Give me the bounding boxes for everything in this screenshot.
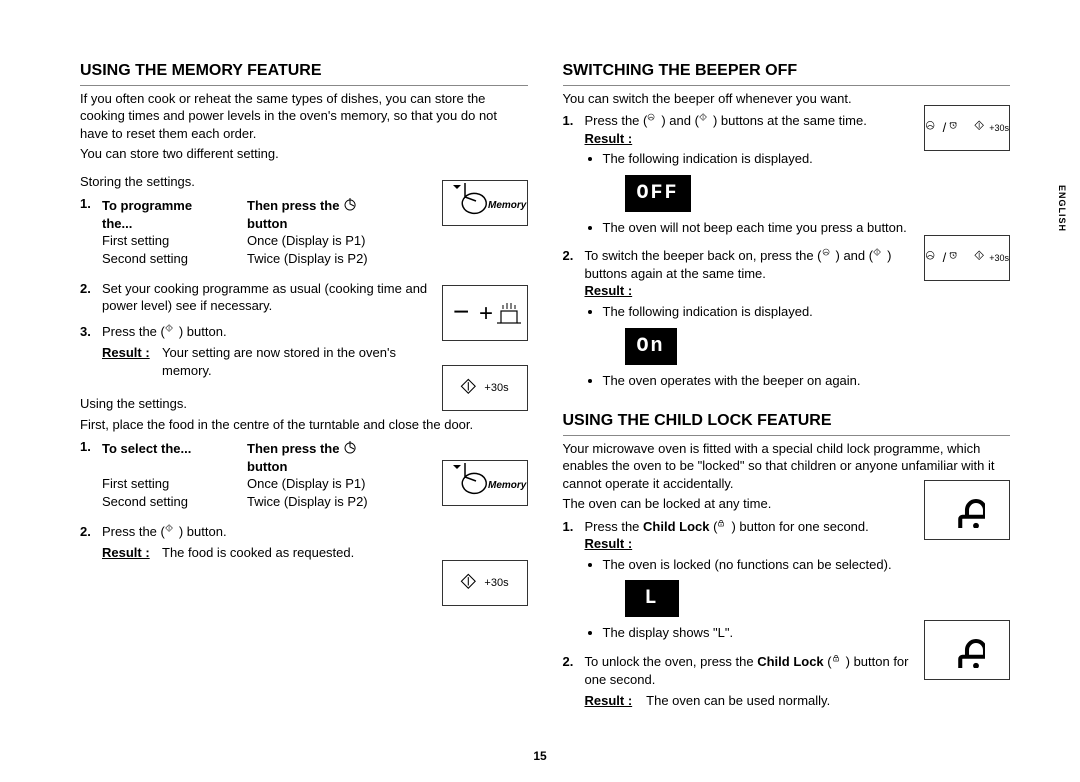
dial-box (442, 285, 528, 341)
lock-icon (949, 632, 985, 668)
start-icon (974, 250, 990, 266)
start-icon (460, 378, 480, 398)
display-l: L (625, 580, 679, 617)
plus30-label: +30s (989, 122, 1009, 134)
table-header: To programme (102, 198, 192, 213)
memory-icon (443, 181, 527, 225)
start-button-box: +30s (442, 365, 528, 411)
table-cell: First setting (102, 232, 247, 250)
table-cell: Second setting (102, 493, 247, 511)
memory-small-icon (343, 441, 357, 455)
using-intro: First, place the food in the centre of t… (80, 416, 528, 434)
start-button-box-2: +30s (442, 560, 528, 606)
bullet-item: The following indication is displayed. (603, 303, 916, 321)
plus30-label: +30s (484, 576, 508, 591)
table-header: button (247, 459, 287, 474)
stop-icon (647, 113, 661, 127)
result-text: The food is cooked as requested. (162, 544, 528, 562)
table-header: To select the... (102, 441, 191, 456)
memory-button-box-2 (442, 460, 528, 506)
two-column-layout: USING THE MEMORY FEATURE If you often co… (80, 60, 1010, 718)
table-cell: Once (Display is P1) (247, 232, 392, 250)
table-cell: Twice (Display is P2) (247, 250, 392, 268)
lock-icon (949, 492, 985, 528)
bullet-item: The oven is locked (no functions can be … (603, 556, 916, 574)
result-label: Result : (585, 536, 633, 551)
bullet-item: The oven will not beep each time you pre… (603, 219, 916, 237)
bullet-item: The oven operates with the beeper on aga… (603, 372, 916, 390)
plus30-label: +30s (989, 252, 1009, 264)
start-icon (165, 324, 179, 338)
table-cell: Once (Display is P1) (247, 475, 392, 493)
bullet-item: The following indication is displayed. (603, 150, 916, 168)
heading-childlock: USING THE CHILD LOCK FEATURE (563, 410, 1011, 436)
memory-button-box (442, 180, 528, 226)
table-header: the... (102, 216, 132, 231)
result-label: Result : (585, 131, 633, 146)
result-label: Result : (102, 544, 162, 562)
table-header: button (247, 216, 287, 231)
table-cell: Second setting (102, 250, 247, 268)
step-number: 1. (563, 518, 585, 645)
result-label: Result : (585, 283, 633, 298)
start-icon (165, 524, 179, 538)
start-icon (460, 573, 480, 593)
step-number: 1. (80, 195, 102, 271)
display-on: On (625, 328, 677, 365)
step-number: 3. (80, 323, 102, 380)
memory-small-icon (343, 198, 357, 212)
step-number: 1. (80, 438, 102, 514)
display-off: OFF (625, 175, 691, 212)
heading-memory: USING THE MEMORY FEATURE (80, 60, 528, 86)
clock-icon (948, 120, 964, 136)
intro-text: If you often cook or reheat the same typ… (80, 90, 528, 143)
table-header: Then press the (247, 441, 339, 456)
result-label: Result : (102, 344, 162, 379)
heading-beeper: SWITCHING THE BEEPER OFF (563, 60, 1011, 86)
start-icon (699, 113, 713, 127)
step-number: 2. (80, 523, 102, 562)
stop-icon (822, 248, 836, 262)
left-column: USING THE MEMORY FEATURE If you often co… (80, 60, 528, 718)
beeper-on-box: / +30s (924, 235, 1010, 281)
beeper-off-box: / +30s (924, 105, 1010, 151)
step-body: Press the () button. Result : The food i… (102, 523, 528, 562)
bullet-item: The display shows "L". (603, 624, 916, 642)
clock-icon (948, 250, 964, 266)
plus30-label: +30s (484, 381, 508, 396)
page-number: 15 (0, 748, 1080, 764)
lock-box-1 (924, 480, 1010, 540)
lock-box-2 (924, 620, 1010, 680)
result-label: Result : (585, 692, 633, 710)
step-number: 2. (563, 247, 585, 392)
start-icon (974, 120, 990, 136)
dial-icon (443, 291, 527, 335)
lock-small-icon (717, 519, 731, 533)
step-number: 1. (563, 112, 585, 239)
step-number: 2. (563, 653, 585, 710)
intro-text-2: You can store two different setting. (80, 145, 528, 163)
start-icon (873, 248, 887, 262)
table-header: Then press the (247, 198, 339, 213)
step-number: 2. (80, 280, 102, 315)
language-tab: ENGLISH (1056, 185, 1068, 232)
lock-small-icon (832, 654, 846, 668)
table-cell: Twice (Display is P2) (247, 493, 392, 511)
table-cell: First setting (102, 475, 247, 493)
result-text: The oven can be used normally. (646, 692, 915, 710)
stop-icon (925, 120, 941, 136)
stop-icon (925, 250, 941, 266)
manual-page: ENGLISH USING THE MEMORY FEATURE If you … (0, 0, 1080, 782)
memory-icon (443, 461, 527, 505)
right-column: SWITCHING THE BEEPER OFF You can switch … (563, 60, 1011, 718)
